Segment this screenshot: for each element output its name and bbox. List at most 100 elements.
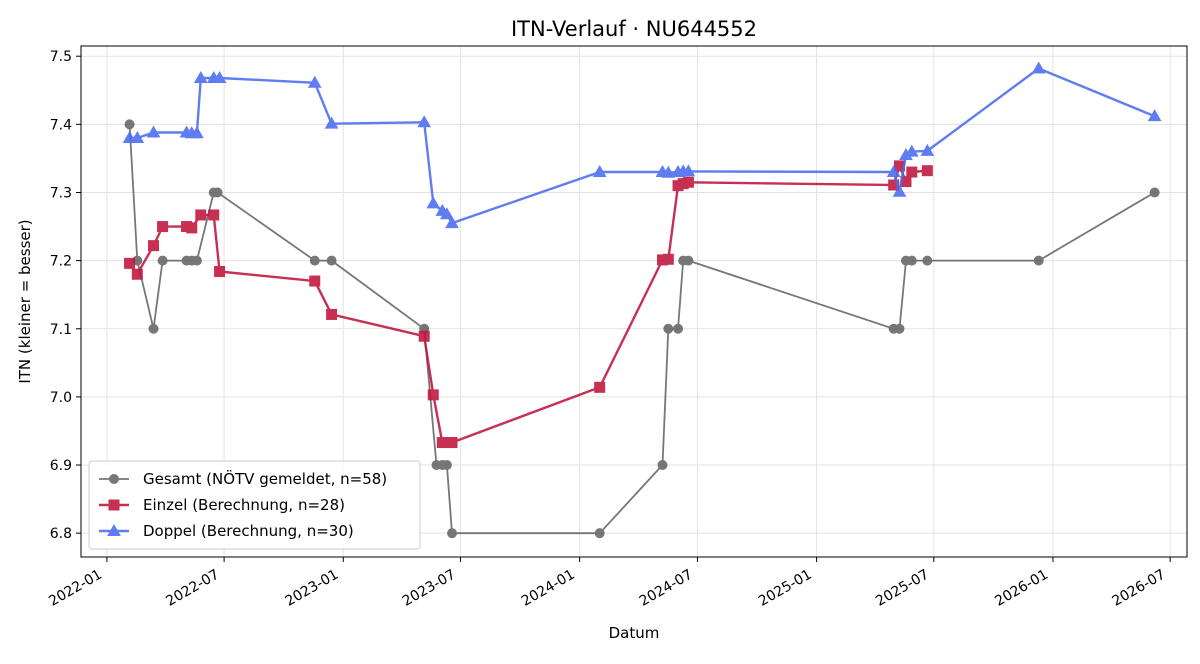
data-point [157,221,169,233]
data-point [906,255,917,266]
data-point [148,240,160,252]
data-point [445,216,459,229]
data-point [157,255,168,266]
legend-label: Gesamt (NÖTV gemeldet, n=58) [143,469,387,488]
data-point [131,268,143,280]
x-tick-label: 2022-01 [46,567,105,610]
legend-swatch [99,499,129,511]
data-point [661,165,676,178]
x-tick-label: 2024-07 [637,567,696,610]
x-tick-label: 2026-01 [992,567,1051,610]
data-point [309,255,320,266]
series-layer [122,61,1162,539]
data-point [683,255,694,266]
data-point [130,130,145,143]
y-tick-label: 7.0 [50,390,72,406]
data-point [1147,109,1162,122]
data-point [186,222,198,234]
data-point [324,116,339,129]
data-point [124,119,135,130]
data-point [920,143,935,156]
y-tick-label: 7.5 [50,49,72,65]
legend: Gesamt (NÖTV gemeldet, n=58) Einzel (Bere… [88,460,421,550]
series-line [129,67,1156,225]
data-point [657,460,668,471]
series-circle [124,119,1160,539]
data-point [195,209,207,221]
x-tick-label: 2026-07 [1110,567,1169,610]
data-point [682,176,694,188]
data-point [193,71,208,84]
data-point [427,389,439,401]
legend-label: Einzel (Berechnung, n=28) [143,496,345,514]
data-point [307,75,322,88]
plot-area-frame [80,45,1188,558]
data-point [447,528,458,539]
data-point [148,323,159,334]
x-tick-label: 2023-07 [400,567,459,610]
data-point [208,209,220,221]
data-point [1033,255,1044,266]
data-point [1031,61,1046,74]
data-point [663,323,674,334]
data-point [594,528,605,539]
data-point [906,166,918,178]
legend-label: Doppel (Berechnung, n=30) [143,522,354,540]
data-point [886,165,901,178]
data-point [191,255,202,266]
data-point [673,323,684,334]
data-point [214,266,226,278]
y-tick-label: 6.9 [50,458,72,474]
series-triangle [122,61,1162,229]
data-point [309,275,321,287]
legend-marker [108,499,120,511]
data-point [124,257,136,269]
data-point [662,253,674,265]
data-point [326,308,338,320]
data-point [441,460,452,471]
data-point [894,323,905,334]
data-point [1149,187,1160,198]
data-point [439,207,454,220]
data-point [904,144,919,157]
y-tick-label: 7.3 [50,185,72,201]
data-point [212,187,223,198]
y-tick-label: 7.2 [50,254,72,270]
legend-swatch [99,523,129,536]
data-point [592,165,607,178]
data-point [594,381,606,393]
data-point [426,196,441,209]
legend-box [88,460,421,550]
series-line [128,164,928,444]
legend-swatch [99,474,129,484]
y-axis-title: ITN (kleiner = besser) [16,219,34,383]
y-axis: 6.8 6.9 7.0 7.1 7.2 7.3 7.4 7.5 [50,49,81,542]
series-square [124,160,933,449]
data-point [446,437,458,449]
data-point [921,165,933,177]
x-tick-label: 2022-07 [163,567,222,610]
data-point [190,126,204,139]
data-point [417,115,432,128]
y-tick-label: 6.8 [50,526,72,542]
legend-marker [109,474,119,484]
y-tick-label: 7.1 [50,322,72,338]
x-tick-label: 2025-01 [756,567,815,610]
x-tick-label: 2023-01 [283,567,342,610]
data-point [681,164,696,177]
legend-marker [107,523,121,536]
y-tick-label: 7.4 [50,117,72,133]
chart-title: ITN-Verlauf · NU644552 [511,17,757,41]
x-axis: 2022-01 2022-07 2023-01 2023-07 2024-01 2024-… [46,557,1171,610]
data-point [922,255,933,266]
data-point [146,125,161,138]
x-axis-title: Datum [609,624,660,642]
x-tick-label: 2025-07 [873,567,932,610]
data-point [326,255,337,266]
data-point [418,330,430,342]
data-point [892,184,907,197]
x-tick-label: 2024-01 [519,567,578,610]
data-point [212,71,227,84]
